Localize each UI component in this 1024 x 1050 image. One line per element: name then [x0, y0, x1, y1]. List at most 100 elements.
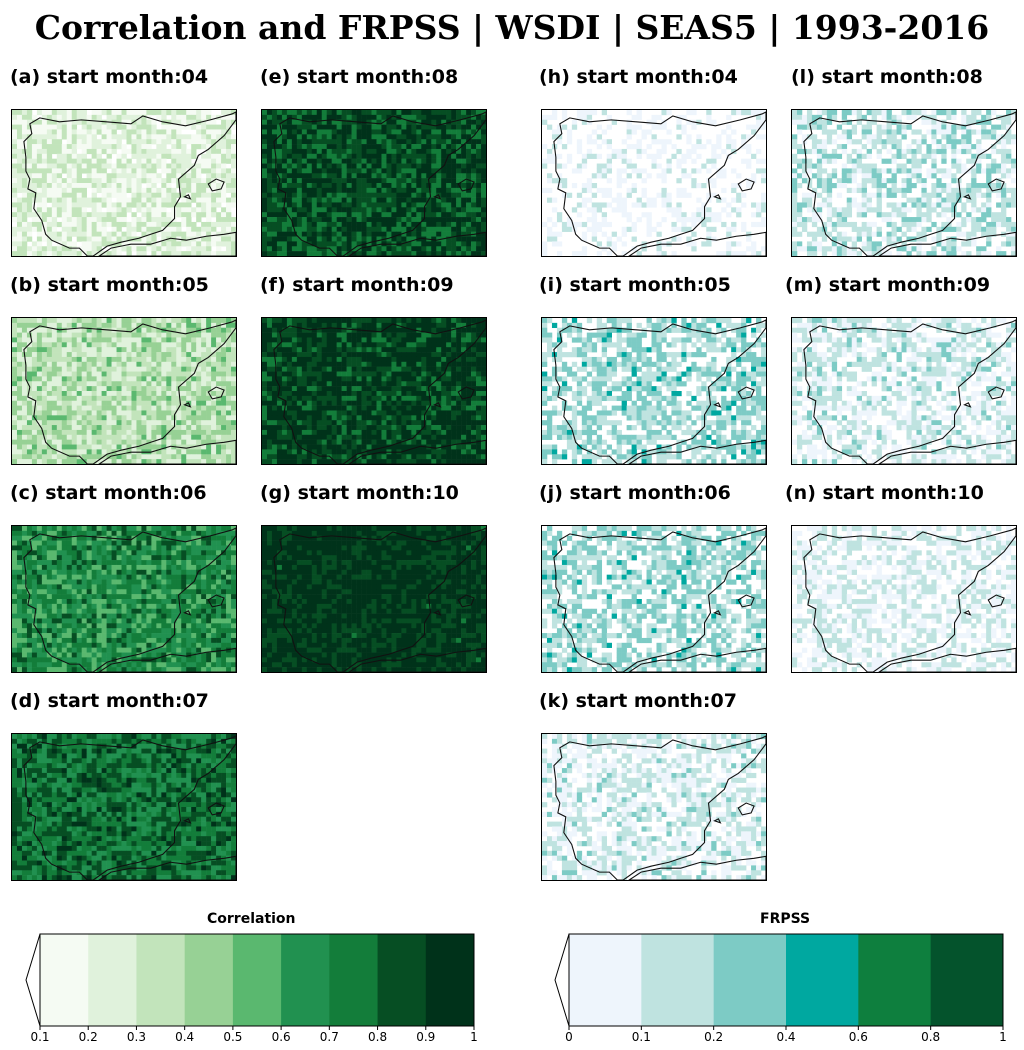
- coastline-feature: [628, 855, 766, 880]
- panel-title: (a) start month:04: [10, 66, 209, 88]
- coastline-feature: [987, 594, 1005, 608]
- colorbar-segment: [184, 934, 234, 1026]
- map-canvas: [792, 526, 1016, 672]
- coastline-feature: [713, 194, 722, 200]
- grid-cells: [792, 110, 1016, 256]
- colorbar-segment: [232, 934, 282, 1026]
- panel-title: (j) start month:06: [539, 482, 731, 504]
- coastline-feature: [98, 855, 236, 880]
- panel-title: (k) start month:07: [539, 690, 737, 712]
- panel-title: (h) start month:04: [539, 66, 738, 88]
- coastline-feature: [98, 439, 236, 464]
- colorbar-segment: [425, 934, 475, 1026]
- coastline: [273, 319, 486, 464]
- coastline-feature: [963, 610, 972, 616]
- grid-cells: [262, 318, 486, 464]
- coastline: [553, 527, 766, 672]
- map-canvas: [262, 318, 486, 464]
- map-canvas: [12, 734, 236, 880]
- colorbar-tick-label: 0: [565, 1030, 573, 1044]
- map-panel: [541, 317, 767, 465]
- map-canvas: [12, 526, 236, 672]
- coastline-feature: [713, 818, 722, 824]
- colorbar-segment: [377, 934, 427, 1026]
- map-canvas: [12, 318, 236, 464]
- grid-cells: [12, 526, 236, 672]
- grid-cells: [542, 526, 766, 672]
- colorbar-segment: [88, 934, 137, 1026]
- coastline-feature: [183, 194, 192, 200]
- coastline-feature: [963, 402, 972, 408]
- colorbar-tick-label: 0.1: [30, 1030, 50, 1044]
- coastline-feature: [98, 647, 236, 672]
- coastline-feature: [348, 439, 486, 464]
- panel-title: (d) start month:07: [10, 690, 209, 712]
- map-panel: [261, 525, 487, 673]
- coastline: [23, 527, 236, 672]
- panel-title: (l) start month:08: [791, 66, 983, 88]
- coastline-feature: [98, 231, 236, 256]
- map-canvas: [262, 110, 486, 256]
- map-canvas: [262, 526, 486, 672]
- map-panel: [11, 525, 237, 673]
- coastline: [553, 319, 766, 464]
- colorbar-extend-arrow: [554, 933, 570, 1027]
- coastline-feature: [737, 594, 755, 608]
- colorbar-extend-arrow: [25, 933, 41, 1027]
- panel-title: (n) start month:10: [785, 482, 984, 504]
- colorbar-tick-label: 0.4: [175, 1030, 195, 1044]
- colorbar-tick-label: 0.2: [78, 1030, 98, 1044]
- coastline: [553, 735, 766, 880]
- coastline: [23, 735, 236, 880]
- coastline-feature: [963, 194, 972, 200]
- colorbar-segment: [569, 934, 642, 1026]
- colorbar-tick-label: 0.5: [223, 1030, 243, 1044]
- map-panel: [11, 317, 237, 465]
- colorbar-tick-label: 1: [999, 1030, 1007, 1044]
- coastline: [553, 111, 766, 256]
- coastline-feature: [207, 178, 225, 192]
- colorbar-tick-label: 0.2: [704, 1030, 724, 1044]
- colorbar-segment: [136, 934, 186, 1026]
- figure-title: Correlation and FRPSS | WSDI | SEAS5 | 1…: [34, 8, 990, 47]
- coastline: [23, 111, 236, 256]
- coastline-feature: [737, 802, 755, 816]
- map-canvas: [12, 110, 236, 256]
- coastline-feature: [878, 647, 1016, 672]
- coastline-feature: [628, 647, 766, 672]
- coastline-feature: [433, 610, 442, 616]
- panel-title: (g) start month:10: [260, 482, 459, 504]
- panel-title: (f) start month:09: [260, 274, 454, 296]
- coastline-feature: [878, 231, 1016, 256]
- colorbar-tick-label: 0.4: [776, 1030, 796, 1044]
- colorbar-segment: [786, 934, 859, 1026]
- map-canvas: [542, 318, 766, 464]
- colorbar-outline: [39, 933, 475, 1027]
- map-canvas: [542, 734, 766, 880]
- map-panel: [541, 109, 767, 257]
- coastline-feature: [457, 386, 475, 400]
- coastline-feature: [457, 178, 475, 192]
- map-canvas: [542, 110, 766, 256]
- map-panel: [261, 317, 487, 465]
- map-panel: [541, 733, 767, 881]
- colorbar-tick-label: 0.8: [921, 1030, 941, 1044]
- coastline-feature: [713, 402, 722, 408]
- coastline-feature: [183, 610, 192, 616]
- colorbar-segment: [329, 934, 379, 1026]
- panel-title: (m) start month:09: [785, 274, 991, 296]
- map-panel: [11, 733, 237, 881]
- coastline: [23, 319, 236, 464]
- colorbar-segment: [40, 934, 89, 1026]
- coastline-feature: [207, 802, 225, 816]
- colorbar-segment: [641, 934, 715, 1026]
- coastline-feature: [183, 818, 192, 824]
- coastline-feature: [987, 386, 1005, 400]
- grid-cells: [12, 734, 236, 880]
- colorbar-tick-label: 0.9: [416, 1030, 436, 1044]
- colorbar-title-correlation: Correlation: [207, 911, 296, 927]
- colorbar-tick-label: 1: [470, 1030, 478, 1044]
- coastline: [803, 319, 1016, 464]
- map-canvas: [792, 318, 1016, 464]
- colorbar-segment: [930, 934, 1004, 1026]
